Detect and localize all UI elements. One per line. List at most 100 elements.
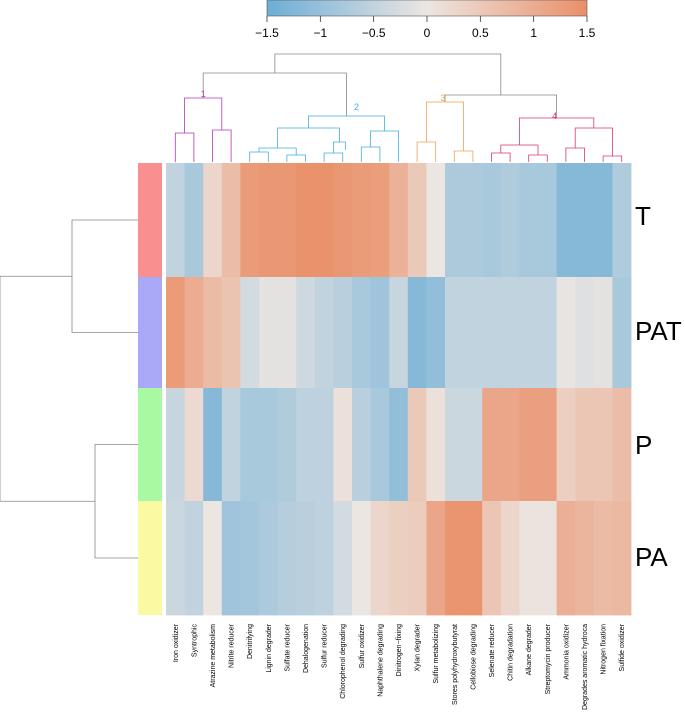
- dendrogram-branch: [277, 127, 340, 148]
- heatmap-cell: [463, 388, 483, 502]
- heatmap-cell: [277, 277, 297, 389]
- column-label: Lignin degrader: [266, 623, 273, 672]
- dendrogram-branch: [212, 129, 232, 162]
- heatmap-cells: [166, 163, 632, 616]
- heatmap-cell: [426, 163, 446, 278]
- heatmap-cell: [203, 388, 223, 502]
- heatmap-cell: [296, 388, 316, 502]
- dendrogram-branch: [491, 152, 511, 162]
- dendrogram-branch: [94, 444, 138, 559]
- column-label: Sulfur reducer: [322, 623, 329, 668]
- heatmap-cell: [556, 163, 576, 278]
- heatmap-cell: [333, 388, 353, 502]
- heatmap-cell: [575, 277, 595, 389]
- heatmap-cell: [184, 277, 204, 389]
- heatmap-cell: [314, 501, 334, 616]
- heatmap-cell: [463, 277, 483, 389]
- heatmap-cell: [259, 388, 278, 502]
- cluster-label-2: 2: [354, 102, 359, 112]
- dendrogram-branch: [360, 146, 381, 162]
- heatmap-cell: [538, 388, 557, 502]
- heatmap-cell: [352, 277, 371, 389]
- row-annotation-pa: [138, 501, 162, 615]
- heatmap-cell: [482, 501, 502, 616]
- heatmap-cell: [519, 388, 539, 502]
- heatmap-cell: [184, 501, 204, 616]
- column-label: Denitrifying: [247, 624, 254, 659]
- heatmap-cell: [221, 163, 241, 278]
- heatmap-cell: [445, 277, 464, 389]
- heatmap-cell: [240, 163, 260, 278]
- dendrogram-branch: [202, 72, 347, 116]
- dendrogram-branch: [453, 150, 474, 162]
- heatmap-cell: [203, 501, 223, 616]
- heatmap-cell: [296, 501, 316, 616]
- column-label: Ammonia oxidizer: [563, 623, 570, 679]
- dendrogram-branch: [602, 155, 623, 162]
- heatmap-cell: [184, 388, 204, 502]
- heatmap-cell: [593, 277, 613, 389]
- heatmap-cell: [500, 501, 520, 616]
- heatmap-cell: [612, 163, 632, 278]
- row-labels: T PAT P PA: [635, 201, 682, 572]
- dendrogram-branch: [308, 115, 385, 131]
- heatmap-cell: [575, 388, 595, 502]
- heatmap-cell: [389, 277, 409, 389]
- row-label-pa: PA: [635, 542, 668, 572]
- column-label: Iron oxidizer: [173, 623, 180, 662]
- row-dendrogram: [0, 219, 138, 559]
- heatmap-cell: [166, 277, 185, 389]
- heatmap-cell: [612, 388, 632, 502]
- heatmap-cell: [221, 277, 241, 389]
- heatmap-cell: [277, 163, 297, 278]
- dendrogram-branch: [519, 117, 595, 145]
- heatmap-cell: [259, 277, 278, 389]
- heatmap-cell: [240, 501, 260, 616]
- row-label-t: T: [635, 201, 651, 231]
- heatmap-cell: [370, 388, 390, 502]
- heatmap-cell: [407, 163, 427, 278]
- heatmap-cell: [519, 501, 539, 616]
- column-label: Sulfur oxidizer: [359, 623, 366, 668]
- dendrogram-branch: [370, 130, 399, 162]
- column-label: Stores polyhydroxybutyrat: [452, 624, 459, 705]
- column-label: Chitin degradation: [508, 624, 515, 681]
- scale-tick-label: 1: [530, 26, 537, 40]
- heatmap-cell: [333, 501, 353, 616]
- cluster-label-4: 4: [552, 111, 557, 121]
- heatmap-cell: [575, 163, 595, 278]
- heatmap-cell: [426, 501, 446, 616]
- column-label: Chlorophenol degrading: [340, 624, 347, 699]
- heatmap-cell: [538, 277, 557, 389]
- row-annotation-t: [138, 163, 162, 277]
- heatmap-cell: [333, 277, 353, 389]
- dendrogram-branch: [565, 147, 585, 162]
- heatmap-cell: [389, 388, 409, 502]
- heatmap-cell: [184, 163, 204, 278]
- heatmap-cell: [296, 163, 316, 278]
- dendrogram-branch: [574, 127, 613, 156]
- heatmap-cell: [240, 388, 260, 502]
- scale-tick-label: 0.5: [472, 26, 489, 40]
- heatmap-cell: [612, 277, 632, 389]
- heatmap-cell: [166, 388, 185, 502]
- heatmap-cell: [593, 163, 613, 278]
- row-annotation-bar: [138, 163, 162, 615]
- heatmap-cell: [445, 501, 464, 616]
- heatmap-cell: [277, 501, 297, 616]
- heatmap-cell: [426, 388, 446, 502]
- heatmap-cell: [259, 501, 278, 616]
- dendrogram-branch: [333, 141, 346, 153]
- column-label: Nitrite reducer: [229, 623, 236, 668]
- heatmap-cell: [556, 277, 576, 389]
- dendrogram-branch: [249, 151, 269, 162]
- heatmap-cell: [203, 163, 223, 278]
- heatmap-cell: [166, 501, 185, 616]
- column-label: Sulfur metabolizing: [433, 624, 440, 684]
- heatmap-cell: [314, 388, 334, 502]
- heatmap-cell: [203, 277, 223, 389]
- heatmap-cell: [352, 388, 371, 502]
- heatmap-cell: [482, 163, 502, 278]
- heatmap-cell: [389, 501, 409, 616]
